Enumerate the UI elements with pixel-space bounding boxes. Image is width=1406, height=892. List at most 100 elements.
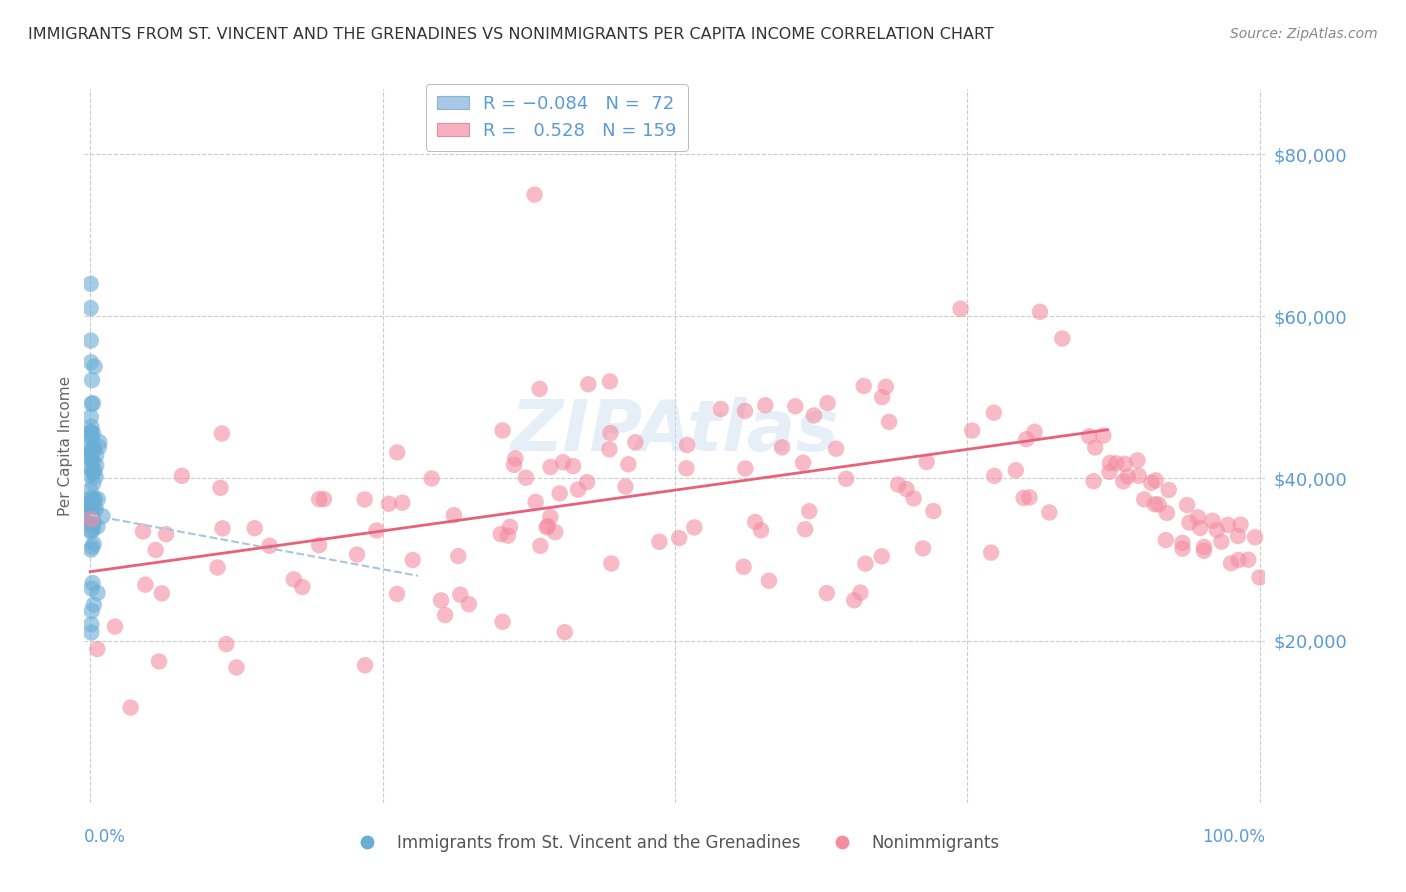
Point (120, 700, 142, 714)
Point (1133, 492, 1156, 507)
Point (80, 431, 103, 445)
Point (710, 401, 733, 416)
Point (84, 491, 107, 506)
Text: 0.0%: 0.0% (84, 828, 127, 846)
Point (1083, 474, 1105, 488)
Point (83, 537, 105, 551)
Point (770, 440, 793, 454)
Point (447, 549, 470, 563)
Point (82, 540, 104, 554)
Point (491, 615, 513, 629)
Point (104, 619, 127, 633)
Point (79, 524, 101, 538)
Point (896, 482, 918, 496)
Point (84, 502, 107, 516)
Point (1012, 491, 1035, 505)
Point (79, 451, 101, 466)
Point (148, 655, 170, 669)
Point (1147, 498, 1170, 512)
Point (80, 425, 103, 439)
Point (754, 398, 776, 412)
Point (80, 419, 103, 434)
Point (80, 443, 103, 458)
Point (749, 523, 772, 537)
Point (600, 557, 623, 571)
Point (1205, 523, 1227, 537)
Point (91, 509, 114, 524)
Point (983, 406, 1005, 420)
Point (676, 438, 699, 452)
Point (1144, 474, 1167, 488)
Point (80, 604, 103, 618)
Point (1192, 540, 1215, 554)
Point (1116, 469, 1139, 483)
Point (1244, 530, 1267, 544)
Point (80, 355, 103, 369)
Point (402, 553, 425, 567)
Point (912, 541, 935, 556)
Point (1187, 510, 1209, 524)
Point (675, 461, 697, 475)
Point (83, 516, 105, 531)
Point (1018, 491, 1040, 505)
Point (491, 424, 513, 438)
Point (1114, 457, 1136, 471)
Point (430, 593, 453, 607)
Point (529, 382, 551, 396)
Point (211, 521, 233, 535)
Point (949, 301, 972, 316)
Point (537, 519, 560, 533)
Point (83, 501, 105, 516)
Point (346, 548, 368, 562)
Point (624, 435, 647, 450)
Point (82, 476, 104, 491)
Point (79, 468, 101, 483)
Point (1154, 533, 1177, 547)
Point (1105, 456, 1128, 470)
Point (683, 520, 706, 534)
Point (489, 527, 512, 541)
Point (308, 538, 330, 552)
Point (1192, 543, 1215, 558)
Point (155, 527, 177, 541)
Point (562, 458, 585, 473)
Point (733, 559, 755, 574)
Point (80, 582, 103, 596)
Point (79, 441, 101, 455)
Point (80, 460, 103, 475)
Point (132, 524, 155, 539)
Point (1143, 497, 1166, 511)
Point (89, 435, 111, 450)
Point (540, 460, 562, 475)
Point (80, 334, 103, 348)
Point (544, 525, 567, 540)
Point (1201, 514, 1223, 528)
Point (84, 448, 107, 462)
Point (515, 471, 537, 485)
Point (80, 501, 103, 516)
Point (80, 512, 103, 526)
Point (503, 458, 526, 472)
Point (80, 502, 103, 516)
Point (792, 456, 814, 470)
Point (852, 379, 875, 393)
Point (385, 445, 408, 459)
Point (538, 509, 561, 524)
Point (1024, 425, 1046, 439)
Point (1128, 468, 1150, 483)
Text: IMMIGRANTS FROM ST. VINCENT AND THE GRENADINES VS NONIMMIGRANTS PER CAPITA INCOM: IMMIGRANTS FROM ST. VINCENT AND THE GREN… (28, 27, 994, 42)
Point (83, 466, 105, 480)
Point (1140, 475, 1163, 490)
Point (1171, 541, 1194, 556)
Point (283, 573, 305, 587)
Point (799, 504, 821, 518)
Point (420, 471, 443, 485)
Point (887, 477, 910, 491)
Point (524, 495, 547, 509)
Point (207, 560, 229, 574)
Point (1126, 453, 1149, 467)
Point (648, 534, 671, 549)
Point (1098, 465, 1121, 479)
Point (449, 588, 471, 602)
Point (576, 377, 599, 392)
